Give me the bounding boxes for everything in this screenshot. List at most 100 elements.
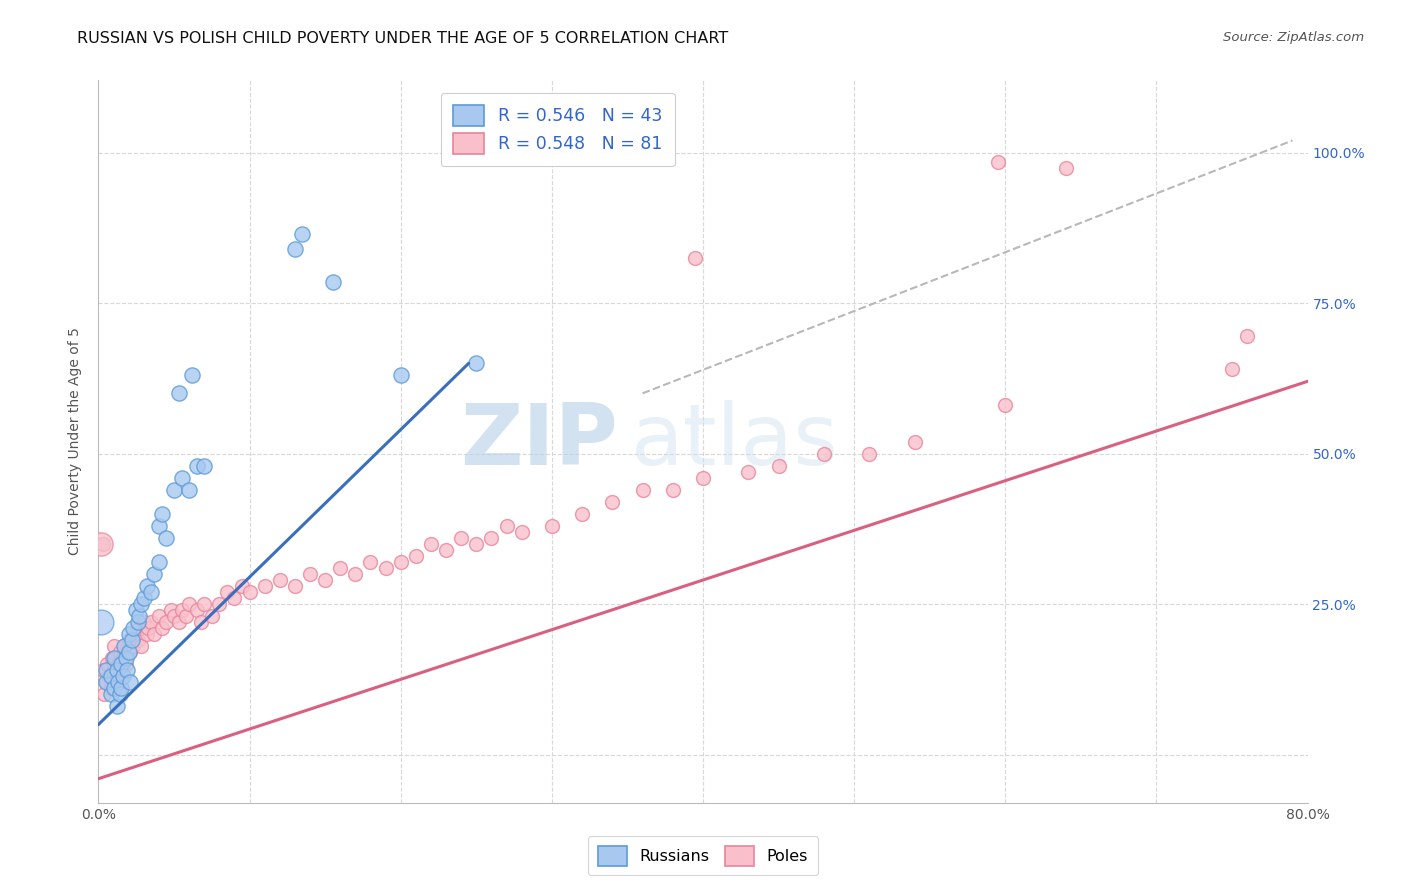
Point bbox=[179, 597, 201, 611]
Point bbox=[181, 368, 204, 383]
Point bbox=[121, 633, 143, 648]
Point bbox=[450, 531, 472, 545]
Point bbox=[94, 664, 117, 678]
Point bbox=[291, 227, 314, 241]
Point bbox=[148, 519, 170, 533]
Point bbox=[110, 657, 132, 672]
Point bbox=[94, 675, 117, 690]
Text: Source: ZipAtlas.com: Source: ZipAtlas.com bbox=[1223, 31, 1364, 45]
Point bbox=[114, 657, 136, 672]
Point bbox=[100, 681, 122, 696]
Point bbox=[284, 579, 307, 593]
Point bbox=[127, 633, 149, 648]
Point bbox=[118, 645, 141, 659]
Point bbox=[110, 681, 132, 696]
Point bbox=[125, 603, 148, 617]
Point bbox=[103, 639, 125, 653]
Point bbox=[105, 669, 128, 683]
Point bbox=[112, 639, 135, 653]
Point bbox=[420, 537, 443, 551]
Point bbox=[685, 251, 707, 265]
Point bbox=[93, 687, 115, 701]
Point bbox=[114, 651, 136, 665]
Point bbox=[141, 615, 163, 630]
Point bbox=[128, 609, 150, 624]
Point bbox=[813, 446, 835, 460]
Point bbox=[103, 664, 125, 678]
Point bbox=[108, 645, 131, 659]
Point bbox=[571, 507, 593, 521]
Legend: R = 0.546   N = 43, R = 0.548   N = 81: R = 0.546 N = 43, R = 0.548 N = 81 bbox=[441, 93, 675, 166]
Point bbox=[193, 458, 215, 473]
Point bbox=[115, 645, 138, 659]
Point bbox=[737, 465, 759, 479]
Point bbox=[111, 669, 134, 683]
Point bbox=[105, 664, 128, 678]
Point bbox=[136, 621, 159, 635]
Point bbox=[107, 675, 129, 690]
Point bbox=[143, 627, 166, 641]
Point bbox=[179, 483, 201, 497]
Point bbox=[540, 519, 562, 533]
Point bbox=[374, 561, 396, 575]
Point bbox=[118, 627, 141, 641]
Point bbox=[602, 494, 624, 508]
Point bbox=[150, 507, 173, 521]
Point bbox=[135, 627, 157, 641]
Point bbox=[299, 567, 322, 582]
Point bbox=[1236, 329, 1258, 343]
Point bbox=[495, 519, 517, 533]
Point bbox=[231, 579, 253, 593]
Point bbox=[132, 591, 155, 606]
Point bbox=[163, 609, 186, 624]
Point bbox=[160, 603, 183, 617]
Point bbox=[103, 681, 125, 696]
Point bbox=[405, 549, 427, 563]
Point bbox=[344, 567, 367, 582]
Point bbox=[91, 537, 114, 551]
Point bbox=[143, 567, 166, 582]
Point bbox=[994, 398, 1017, 412]
Point bbox=[389, 555, 412, 569]
Point bbox=[112, 639, 135, 653]
Point bbox=[987, 154, 1010, 169]
Point bbox=[127, 615, 149, 630]
Point bbox=[141, 585, 163, 599]
Point bbox=[121, 633, 143, 648]
Point bbox=[90, 615, 112, 630]
Point bbox=[150, 621, 173, 635]
Point bbox=[239, 585, 262, 599]
Point bbox=[631, 483, 654, 497]
Point bbox=[201, 609, 224, 624]
Point bbox=[186, 603, 208, 617]
Point bbox=[107, 657, 129, 672]
Point bbox=[125, 627, 148, 641]
Point bbox=[170, 603, 193, 617]
Point bbox=[186, 458, 208, 473]
Point bbox=[215, 585, 238, 599]
Point bbox=[465, 356, 488, 370]
Point bbox=[155, 531, 177, 545]
Point bbox=[108, 687, 131, 701]
Text: RUSSIAN VS POLISH CHILD POVERTY UNDER THE AGE OF 5 CORRELATION CHART: RUSSIAN VS POLISH CHILD POVERTY UNDER TH… bbox=[77, 31, 728, 46]
Point bbox=[163, 483, 186, 497]
Point bbox=[148, 609, 170, 624]
Point bbox=[115, 664, 138, 678]
Point bbox=[284, 242, 307, 256]
Point bbox=[98, 669, 121, 683]
Point bbox=[858, 446, 880, 460]
Point bbox=[90, 537, 112, 551]
Point bbox=[314, 573, 336, 587]
Point bbox=[167, 615, 190, 630]
Point bbox=[360, 555, 382, 569]
Text: ZIP: ZIP bbox=[461, 400, 619, 483]
Text: atlas: atlas bbox=[630, 400, 838, 483]
Point bbox=[167, 386, 190, 401]
Point bbox=[904, 434, 927, 449]
Point bbox=[110, 664, 132, 678]
Point bbox=[129, 597, 152, 611]
Point bbox=[120, 675, 142, 690]
Point bbox=[91, 664, 114, 678]
Point bbox=[100, 669, 122, 683]
Point bbox=[768, 458, 790, 473]
